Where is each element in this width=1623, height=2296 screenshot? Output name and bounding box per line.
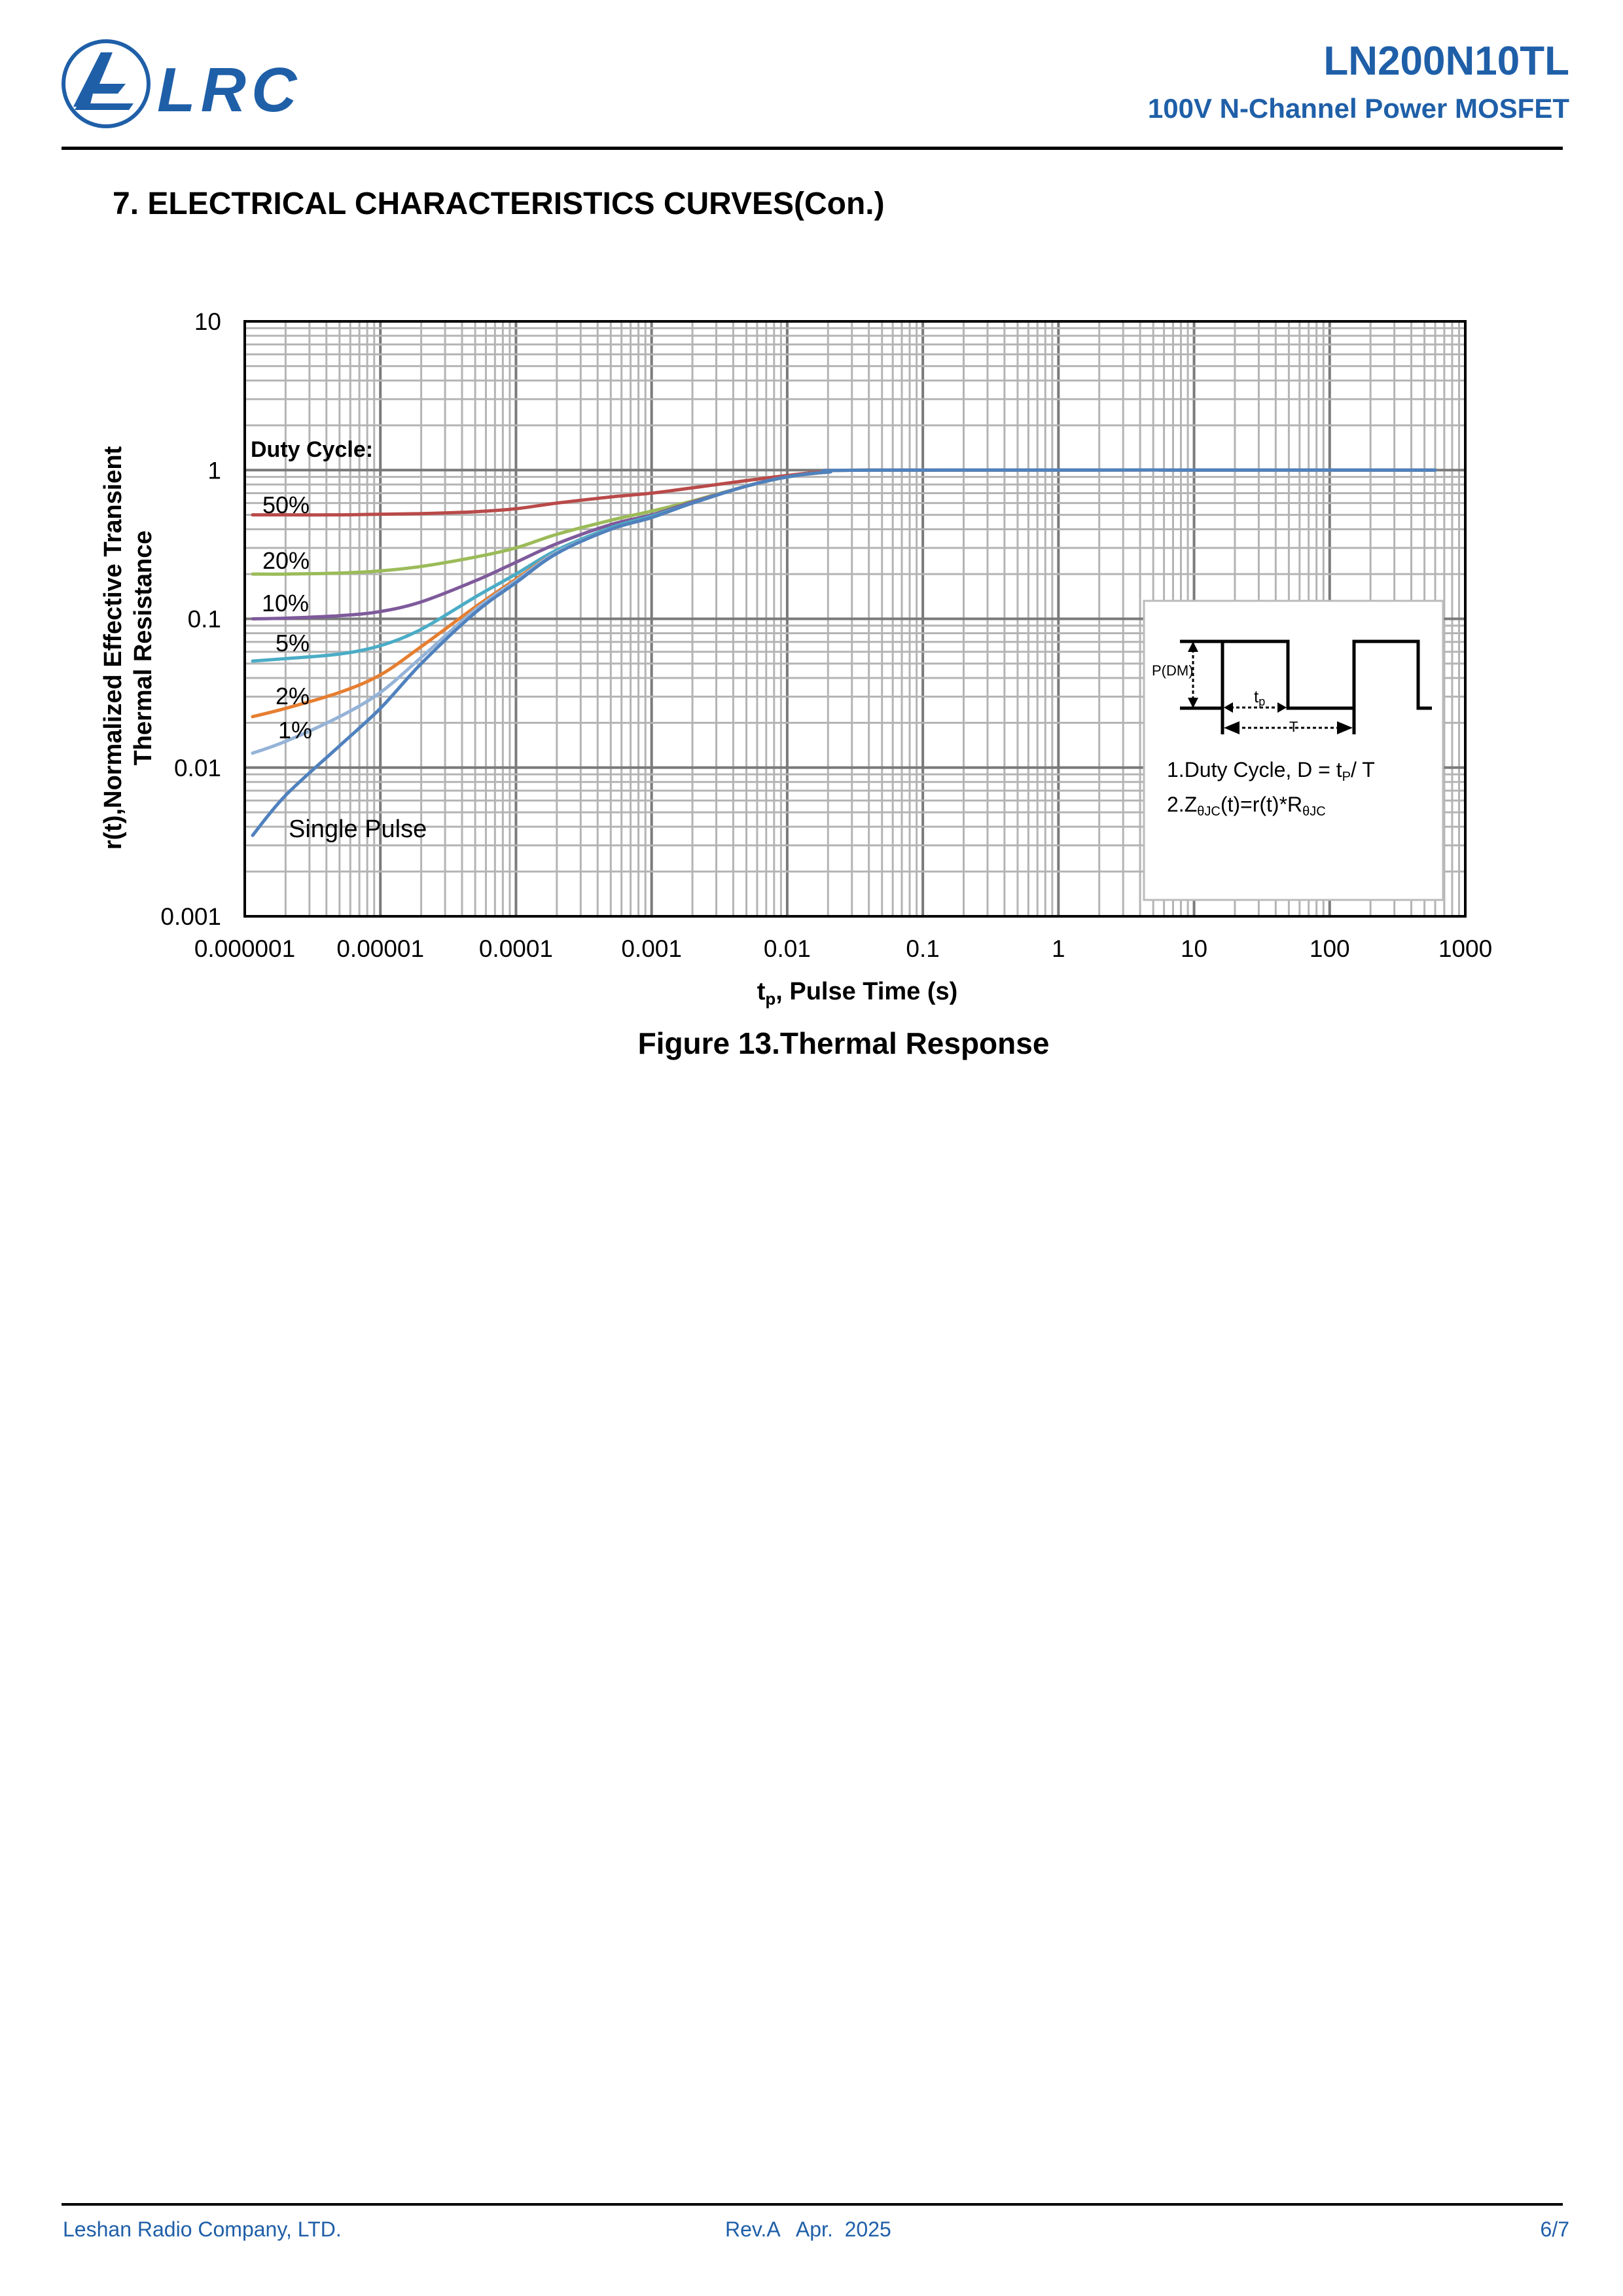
x-tick-label: 1 (1052, 935, 1065, 962)
legend-title: Duty Cycle: (251, 437, 373, 462)
grid (243, 321, 1465, 918)
x-tick-label: 0.0001 (479, 935, 553, 962)
y-axis-title: r(t),Normalized Effective Transient Ther… (99, 446, 157, 850)
pdm-label: P(DM) (1152, 662, 1194, 679)
x-tick-label: 10 (1181, 935, 1207, 962)
label-single-pulse: Single Pulse (289, 816, 427, 843)
y-axis-title-line2: Thermal Resistance (130, 530, 157, 765)
lrc-logo: LRC (62, 39, 302, 128)
label-5: 5% (276, 630, 310, 656)
figure-caption: Figure 13.Thermal Response (638, 1026, 1050, 1060)
note-zthjc: 2.ZθJC(t)=r(t)*RθJC (1167, 793, 1326, 819)
footer-divider (62, 2203, 1563, 2206)
x-tick-label: 0.000001 (194, 935, 295, 962)
footer-revision: Rev.A Apr. 2025 (725, 2217, 891, 2241)
y-axis-title-line1: r(t),Normalized Effective Transient (99, 446, 127, 850)
x-tick-label: 100 (1310, 935, 1350, 962)
part-number: LN200N10TL (1323, 39, 1569, 84)
tp-label: tp (1254, 687, 1265, 708)
series-single-pulse (251, 468, 1437, 837)
x-tick-label: 0.00001 (336, 935, 424, 962)
inset-diagram: P(DM) tp T 1.Duty Cycle, D = tP/ T 2.ZθJ… (1143, 600, 1444, 901)
y-tick-label: 0.01 (174, 755, 221, 781)
header-divider (62, 147, 1563, 150)
x-tick-label: 0.001 (621, 935, 682, 962)
label-1: 1% (278, 717, 312, 744)
x-axis-title: tp, Pulse Time (s) (757, 978, 958, 1009)
y-tick-labels: 0.001 0.01 0.1 1 10 (160, 308, 221, 930)
thermal-response-chart: 0.000001 0.00001 0.0001 0.001 0.01 0.1 1 10 100 1… (99, 308, 1492, 1060)
x-tick-label: 1000 (1438, 935, 1492, 962)
footer-page: 6/7 (1540, 2217, 1569, 2241)
y-tick-label: 0.001 (160, 903, 221, 930)
footer-company: Leshan Radio Company, LTD. (63, 2217, 342, 2241)
label-2: 2% (276, 683, 310, 709)
y-tick-label: 1 (207, 457, 221, 484)
label-50: 50% (262, 492, 310, 518)
x-tick-label: 0.1 (906, 935, 939, 962)
section-title: 7. ELECTRICAL CHARACTERISTICS CURVES(Con… (113, 187, 885, 221)
period-label: T (1289, 719, 1298, 735)
curves (251, 468, 1437, 837)
label-10: 10% (262, 590, 309, 617)
x-tick-labels: 0.000001 0.00001 0.0001 0.001 0.01 0.1 1 10 100 1… (194, 935, 1492, 962)
logo-text: LRC (157, 55, 302, 125)
y-tick-label: 10 (194, 308, 221, 335)
note-duty-cycle: 1.Duty Cycle, D = tP/ T (1167, 758, 1375, 784)
x-tick-label: 0.01 (764, 935, 811, 962)
plot-frame (243, 320, 1467, 918)
label-20: 20% (262, 547, 310, 574)
y-tick-label: 0.1 (188, 606, 221, 633)
part-subtitle: 100V N-Channel Power MOSFET (1147, 93, 1569, 124)
